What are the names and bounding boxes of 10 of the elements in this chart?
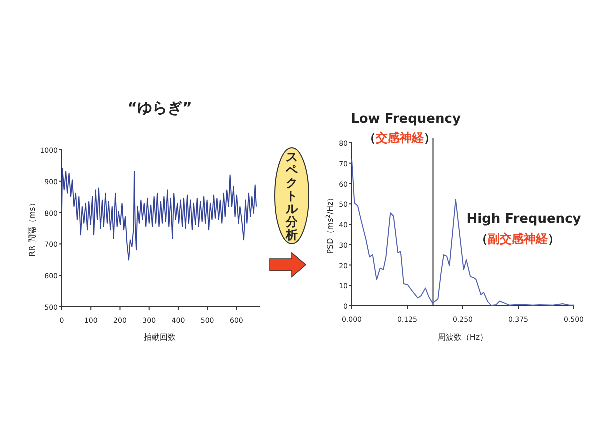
- text: スペクトル分析: [285, 150, 299, 242]
- y-axis-title: RR 間隔（ms）: [28, 199, 37, 257]
- annotation: （副交感神経）: [476, 232, 560, 246]
- line-series: [62, 168, 258, 261]
- annotation: High Frequency: [466, 212, 582, 227]
- chart-title: “ゆらぎ”: [128, 99, 192, 117]
- annotation: （交感神経）: [364, 131, 436, 145]
- x-axis-title: 周波数（Hz）: [438, 333, 488, 342]
- text: Low Frequency: [351, 112, 462, 127]
- x-axis-title: 拍動回数: [143, 333, 176, 342]
